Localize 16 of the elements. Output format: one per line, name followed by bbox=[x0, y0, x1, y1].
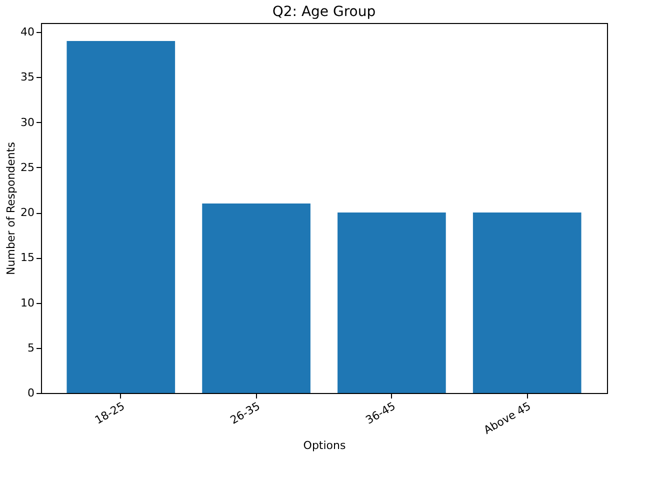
y-tick-label: 5 bbox=[28, 341, 34, 354]
y-tick-label: 0 bbox=[28, 386, 34, 400]
y-tick-label: 10 bbox=[20, 296, 34, 310]
y-axis-title: Number of Respondents bbox=[4, 142, 18, 275]
y-tick-label: 35 bbox=[20, 70, 34, 84]
y-tick-label: 40 bbox=[20, 26, 34, 39]
bar bbox=[338, 212, 446, 393]
y-tick-label: 25 bbox=[20, 160, 34, 174]
bar bbox=[202, 203, 310, 393]
y-tick-label: 30 bbox=[20, 116, 34, 129]
y-tick-label: 15 bbox=[20, 251, 34, 264]
bar bbox=[472, 212, 582, 393]
y-tick-label: 20 bbox=[20, 206, 34, 220]
bar bbox=[66, 41, 176, 393]
x-axis-title: Options bbox=[303, 439, 346, 452]
chart-title: Q2: Age Group bbox=[272, 4, 376, 20]
